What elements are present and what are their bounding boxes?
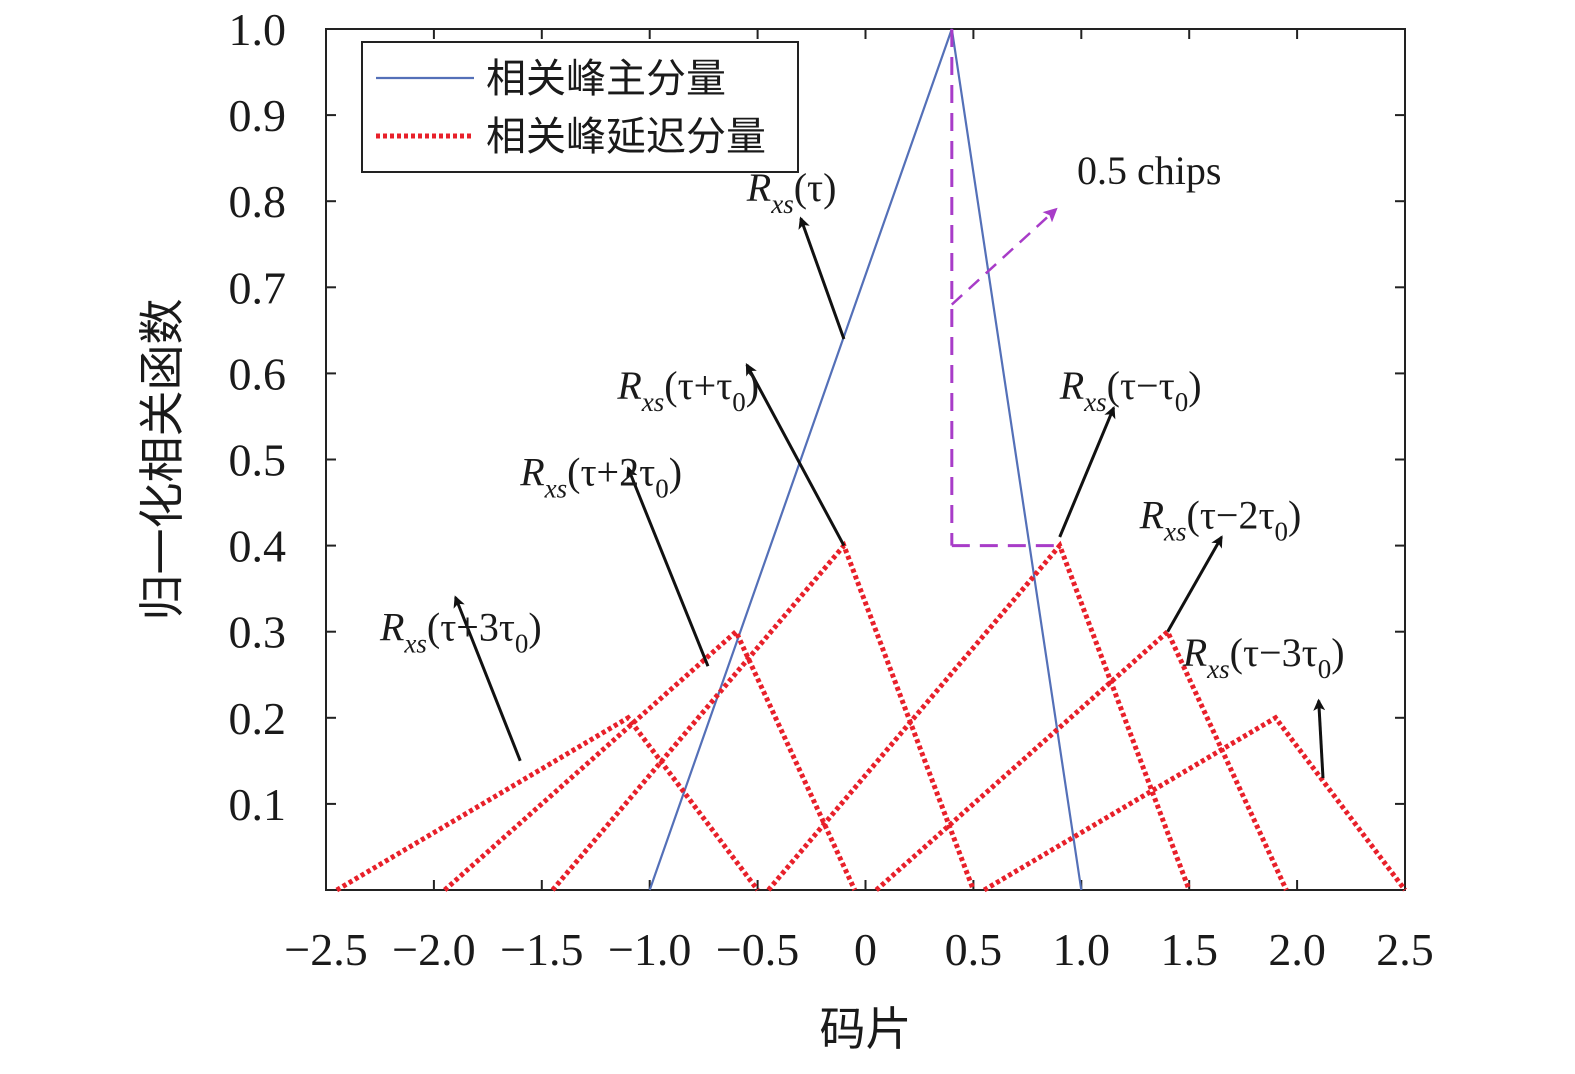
annotation-arrow [1166, 535, 1223, 633]
annotation-expression-close: ) [669, 449, 682, 494]
annotation-expression: (τ−3τ [1230, 630, 1318, 675]
annotation-expression-close: ) [1288, 492, 1301, 537]
x-tick-label: −1.5 [500, 924, 583, 975]
annotation-symbol: R [379, 604, 404, 649]
annotation-label: Rxs(τ−τ0) [1059, 363, 1202, 417]
annotation-expression-subscript: 0 [1275, 516, 1289, 546]
annotation-label: Rxs(τ−2τ0) [1139, 492, 1302, 546]
annotation-arrow [453, 595, 522, 762]
series-line-delayed [443, 627, 857, 892]
annotation-label: Rxs(τ+2τ0) [519, 449, 682, 503]
y-tick-label: 0.3 [229, 607, 287, 658]
legend-box [361, 41, 799, 173]
annotation-expression-subscript: 0 [655, 473, 669, 503]
x-axis-label: 码片 [820, 1004, 912, 1055]
y-axis-label: 归一化相关函数 [137, 299, 188, 621]
annotation-symbol: R [1059, 363, 1084, 408]
annotation-label: Rxs(τ) [746, 165, 837, 219]
y-tick-label: 0.6 [229, 348, 287, 399]
annotation-expression: (τ−τ [1107, 363, 1175, 408]
y-tick-label: 0.5 [229, 435, 287, 486]
annotation-expression: (τ+τ [664, 363, 732, 408]
series-line-delayed [335, 714, 760, 893]
annotation-expression-close: ) [528, 604, 541, 649]
annotation-expression: (τ) [794, 165, 837, 210]
y-tick-label: 0.1 [229, 779, 287, 830]
annotation-expression: (τ+2τ [567, 449, 655, 494]
annotation-subscript: xs [1083, 387, 1107, 417]
annotation-subscript: xs [544, 473, 568, 503]
annotation-arrow [745, 363, 846, 547]
series-line-delayed [874, 627, 1289, 892]
annotation-expression-subscript: 0 [732, 387, 746, 417]
y-tick-label: 0.2 [229, 693, 287, 744]
annotation-arrow [1058, 405, 1116, 538]
x-tick-label: 1.5 [1160, 924, 1218, 975]
x-tick-label: 0.5 [945, 924, 1003, 975]
x-tick-label: 1.0 [1053, 924, 1111, 975]
annotation-symbol: R [519, 449, 544, 494]
annotation-expression-subscript: 0 [1318, 654, 1332, 684]
annotation-label: Rxs(τ+3τ0) [379, 604, 542, 658]
annotation-expression-close: ) [1188, 363, 1201, 408]
series-line-delayed [550, 540, 976, 892]
annotation-expression-subscript: 0 [1175, 387, 1189, 417]
annotation-arrow [798, 216, 846, 340]
annotation-subscript: xs [403, 628, 427, 658]
legend-label: 相关峰延迟分量 [486, 114, 766, 159]
annotation-label: 0.5 chips [1077, 148, 1221, 193]
x-tick-label: 0 [854, 924, 877, 975]
legend-label: 相关峰主分量 [486, 56, 726, 101]
annotation-expression-subscript: 0 [515, 628, 529, 658]
x-tick-label: −0.5 [716, 924, 799, 975]
x-tick-label: 2.0 [1268, 924, 1326, 975]
series-line-delayed [982, 714, 1407, 893]
annotation-expression-close: ) [746, 363, 759, 408]
annotation-subscript: xs [641, 387, 665, 417]
x-tick-label: 2.5 [1376, 924, 1434, 975]
y-tick-label: 0.7 [229, 262, 287, 313]
annotation-expression-close: ) [1331, 630, 1344, 675]
annotation-symbol: R [1182, 630, 1207, 675]
annotation-subscript: xs [1206, 654, 1230, 684]
guide-arrow [950, 207, 1058, 306]
annotation-subscript: xs [770, 189, 794, 219]
x-tick-label: −2.5 [284, 924, 367, 975]
y-tick-label: 1.0 [229, 4, 287, 55]
y-tick-label: 0.8 [229, 176, 287, 227]
y-tick-label: 0.9 [229, 90, 287, 141]
annotation-subscript: xs [1163, 516, 1187, 546]
x-tick-label: −2.0 [392, 924, 475, 975]
annotation-expression: (τ+3τ [427, 604, 515, 649]
annotation-expression: (τ−2τ [1187, 492, 1275, 537]
annotation-arrow [626, 466, 710, 667]
y-tick-label: 0.4 [229, 521, 287, 572]
annotation-arrow [1313, 698, 1326, 779]
annotation-label: Rxs(τ−3τ0) [1182, 630, 1345, 684]
annotation-symbol: R [616, 363, 641, 408]
annotation-symbol: R [1139, 492, 1164, 537]
x-tick-label: −1.0 [608, 924, 691, 975]
annotation-label: Rxs(τ+τ0) [616, 363, 759, 417]
series-line-delayed [766, 540, 1192, 892]
